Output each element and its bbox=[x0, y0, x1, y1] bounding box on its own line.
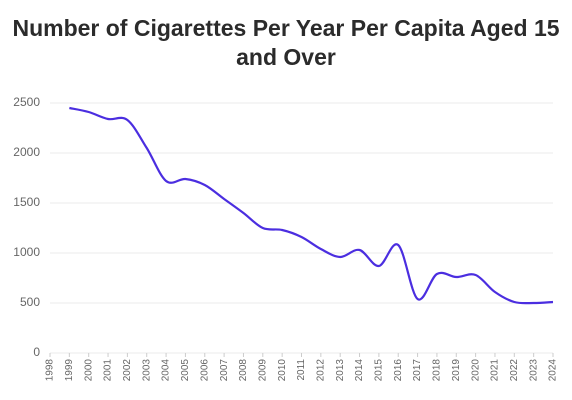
x-tick-label: 2010 bbox=[277, 359, 288, 382]
x-tick-label: 2009 bbox=[257, 359, 268, 382]
x-tick-label: 2001 bbox=[103, 359, 114, 382]
y-tick-label: 2000 bbox=[13, 145, 40, 159]
x-tick-label: 2018 bbox=[432, 359, 443, 382]
x-tick-label: 2015 bbox=[374, 359, 385, 382]
x-tick-label: 1999 bbox=[64, 359, 75, 382]
y-tick-label: 1000 bbox=[13, 245, 40, 259]
x-tick-label: 2014 bbox=[354, 359, 365, 382]
x-tick-label: 2002 bbox=[122, 359, 133, 382]
x-tick-label: 2000 bbox=[83, 359, 94, 382]
x-tick-label: 2007 bbox=[219, 359, 230, 382]
x-tick-label: 2005 bbox=[180, 359, 191, 382]
y-tick-label: 500 bbox=[20, 295, 40, 309]
data-line bbox=[69, 106, 554, 305]
x-tick-label: 2020 bbox=[470, 359, 481, 382]
x-tick-label: 2011 bbox=[296, 359, 307, 381]
x-tick-label: 2023 bbox=[528, 359, 539, 382]
y-tick-label: 0 bbox=[33, 345, 40, 359]
chart-title: Number of Cigarettes Per Year Per Capita… bbox=[12, 15, 560, 70]
x-tick-label: 2013 bbox=[335, 359, 346, 382]
x-tick-label: 2003 bbox=[141, 359, 152, 382]
x-tick-label: 2022 bbox=[509, 359, 520, 382]
title-box: Number of Cigarettes Per Year Per Capita… bbox=[0, 14, 572, 72]
x-tick-label: 2012 bbox=[315, 359, 326, 382]
x-tick-label: 1998 bbox=[45, 359, 56, 382]
x-tick-label: 2006 bbox=[199, 359, 210, 382]
x-tick-label: 2019 bbox=[451, 359, 462, 382]
x-tick-label: 2021 bbox=[490, 359, 501, 382]
y-tick-label: 1500 bbox=[13, 195, 40, 209]
x-tick-label: 2016 bbox=[393, 359, 404, 382]
x-tick-label: 2004 bbox=[161, 359, 172, 382]
y-tick-label: 2500 bbox=[13, 95, 40, 109]
x-tick-label: 2017 bbox=[412, 359, 423, 382]
x-tick-label: 2008 bbox=[238, 359, 249, 382]
x-tick-label: 2024 bbox=[548, 359, 559, 382]
